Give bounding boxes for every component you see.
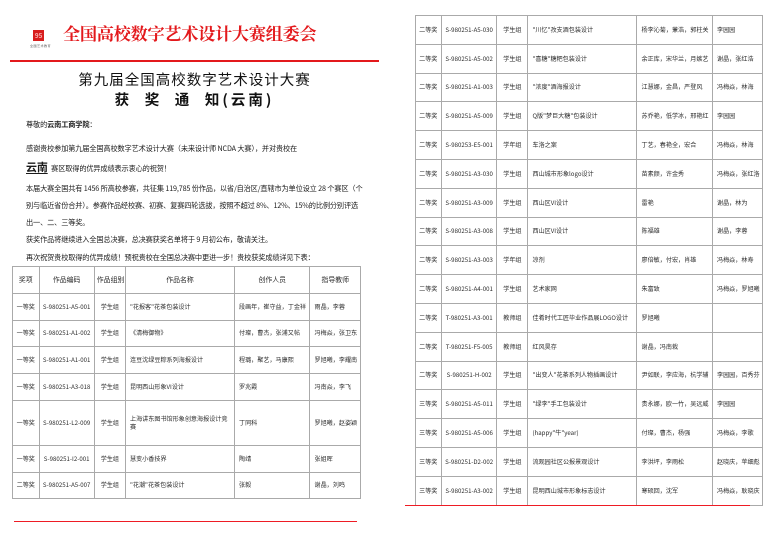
svg-text:95: 95 (35, 31, 43, 40)
